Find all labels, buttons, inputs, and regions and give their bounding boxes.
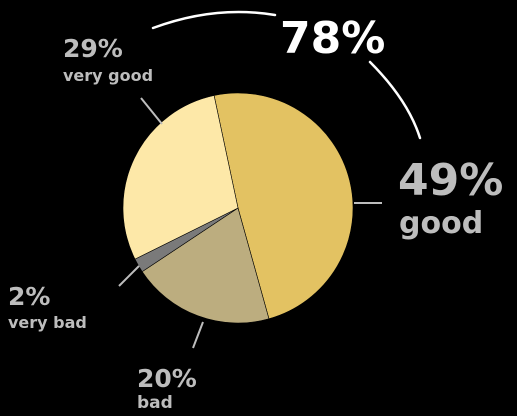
- leader-line-bad: [193, 322, 203, 348]
- slice-label-very-good-name: very good: [63, 66, 153, 85]
- slice-label-very-bad-percent: 2%: [8, 282, 50, 311]
- slice-label-very-good-percent: 29%: [63, 34, 123, 63]
- leader-line-very-bad: [119, 266, 139, 286]
- slice-label-bad-name: bad: [137, 393, 173, 413]
- slice-label-bad-percent: 20%: [137, 364, 197, 393]
- leader-line-very-good: [141, 98, 162, 124]
- slice-label-good-name: good: [399, 206, 483, 241]
- slice-label-good-percent: 49%: [398, 155, 503, 206]
- total-percent-label: 78%: [280, 13, 385, 64]
- slice-label-very-bad-name: very bad: [8, 313, 87, 332]
- pie-slices: [123, 93, 353, 323]
